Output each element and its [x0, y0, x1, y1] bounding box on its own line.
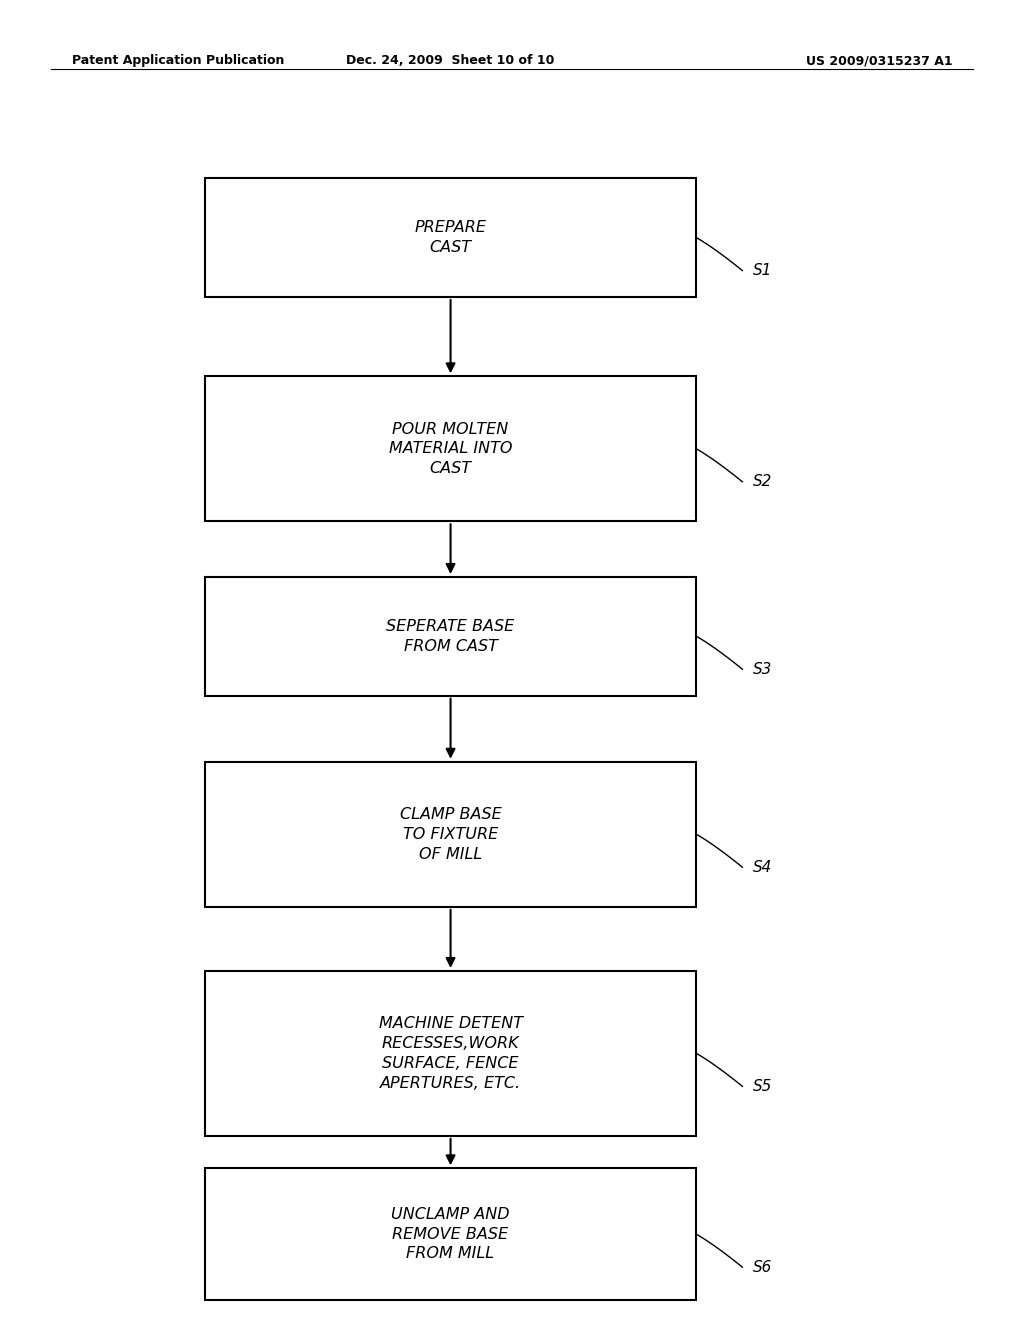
Text: S2: S2	[753, 474, 772, 490]
Text: S1: S1	[753, 263, 772, 279]
Text: PREPARE
CAST: PREPARE CAST	[415, 220, 486, 255]
Text: S3: S3	[753, 661, 772, 677]
Text: Patent Application Publication: Patent Application Publication	[72, 54, 284, 67]
Text: UNCLAMP AND
REMOVE BASE
FROM MILL: UNCLAMP AND REMOVE BASE FROM MILL	[391, 1206, 510, 1262]
Text: SEPERATE BASE
FROM CAST: SEPERATE BASE FROM CAST	[386, 619, 515, 653]
Text: Dec. 24, 2009  Sheet 10 of 10: Dec. 24, 2009 Sheet 10 of 10	[346, 54, 555, 67]
Bar	[205, 178, 696, 297]
Text: CLAMP BASE
TO FIXTURE
OF MILL: CLAMP BASE TO FIXTURE OF MILL	[399, 807, 502, 862]
Text: MACHINE DETENT
RECESSES,WORK
SURFACE, FENCE
APERTURES, ETC.: MACHINE DETENT RECESSES,WORK SURFACE, FE…	[379, 1016, 522, 1090]
Text: S4: S4	[753, 859, 772, 875]
Text: POUR MOLTEN
MATERIAL INTO
CAST: POUR MOLTEN MATERIAL INTO CAST	[389, 421, 512, 477]
Bar	[205, 577, 696, 696]
Bar	[205, 972, 696, 1135]
Bar	[205, 376, 696, 521]
Bar	[205, 762, 696, 907]
Text: S5: S5	[753, 1078, 772, 1094]
Bar	[205, 1168, 696, 1300]
Text: US 2009/0315237 A1: US 2009/0315237 A1	[806, 54, 952, 67]
Text: S6: S6	[753, 1259, 772, 1275]
